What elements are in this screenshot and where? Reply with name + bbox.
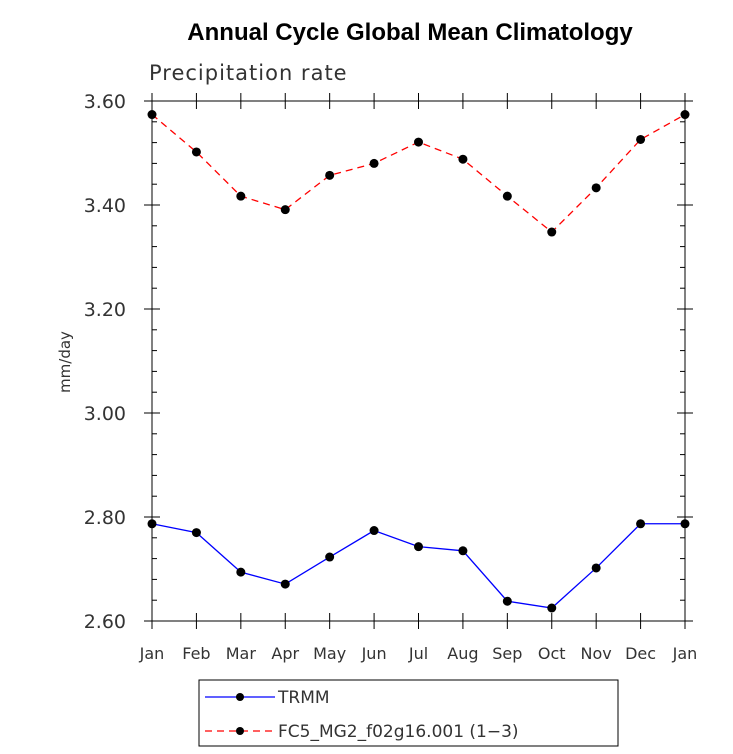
series-0-point <box>502 596 512 606</box>
series-1-point <box>591 183 601 193</box>
series-0-point <box>636 519 646 529</box>
x-tick-label: Oct <box>538 644 566 663</box>
y-tick-label: 3.40 <box>84 195 126 217</box>
legend-marker-fc5 <box>236 727 244 735</box>
y-tick-label: 3.00 <box>84 403 126 425</box>
series-points <box>147 110 690 613</box>
series-line-1 <box>151 113 686 233</box>
series-0-point <box>191 528 201 538</box>
series-0-point <box>369 526 379 536</box>
series-0-point <box>547 603 557 613</box>
series-0-point <box>236 567 246 577</box>
series-1-point <box>236 191 246 201</box>
x-tick-label: Sep <box>492 644 522 663</box>
x-tick-label: Jan <box>672 644 698 663</box>
series-1-point <box>147 110 157 120</box>
series-0-point <box>280 579 290 589</box>
legend-label-fc5: FC5_MG2_f02g16.001 (1−3) <box>278 722 519 742</box>
chart-subtitle: Precipitation rate <box>149 61 348 85</box>
x-tick-labels: Jan Feb Mar Apr May Jun Jul Aug Sep Oct Nov Dec Jan <box>139 644 698 663</box>
series-1-point <box>502 191 512 201</box>
series-1-point <box>458 154 468 164</box>
series-0-point <box>680 519 690 529</box>
series-0-point <box>458 546 468 556</box>
series-1-point <box>547 227 557 237</box>
y-tick-label: 3.20 <box>84 299 126 321</box>
y-tick-label: 2.80 <box>84 507 126 529</box>
series-lines <box>151 113 686 609</box>
legend: TRMM FC5_MG2_f02g16.001 (1−3) <box>198 679 619 747</box>
x-tick-label: Jul <box>408 644 428 663</box>
y-tick-label: 3.60 <box>84 91 126 113</box>
series-1-point <box>369 158 379 168</box>
x-tick-label: May <box>313 644 346 663</box>
series-1-point <box>414 137 423 147</box>
series-0-point <box>414 542 423 552</box>
series-line-0 <box>151 523 685 609</box>
y-tick-label: 2.60 <box>84 611 126 633</box>
x-tick-label: Nov <box>581 644 612 663</box>
x-tick-label: Feb <box>182 644 210 663</box>
y-axis-label: mm/day <box>56 331 74 393</box>
axis-ticks <box>144 93 693 629</box>
series-1-point <box>280 205 290 215</box>
series-0-point <box>591 563 601 573</box>
series-1-point <box>680 110 690 120</box>
series-1-point <box>636 134 646 144</box>
series-1-point <box>325 170 335 180</box>
series-0-point <box>325 552 335 562</box>
x-tick-label: Apr <box>271 644 299 663</box>
chart-title: Annual Cycle Global Mean Climatology <box>187 19 633 46</box>
series-1-point <box>191 147 201 157</box>
x-tick-label: Dec <box>625 644 656 663</box>
x-tick-label: Mar <box>226 644 257 663</box>
x-tick-label: Jan <box>139 644 165 663</box>
legend-label-trmm: TRMM <box>277 688 330 708</box>
x-tick-label: Aug <box>447 644 478 663</box>
series-0-point <box>147 519 157 529</box>
y-tick-labels: 2.60 2.80 3.00 3.20 3.40 3.60 <box>84 91 126 633</box>
x-tick-label: Jun <box>361 644 387 663</box>
legend-marker-trmm <box>236 693 244 701</box>
legend-box <box>198 679 619 747</box>
